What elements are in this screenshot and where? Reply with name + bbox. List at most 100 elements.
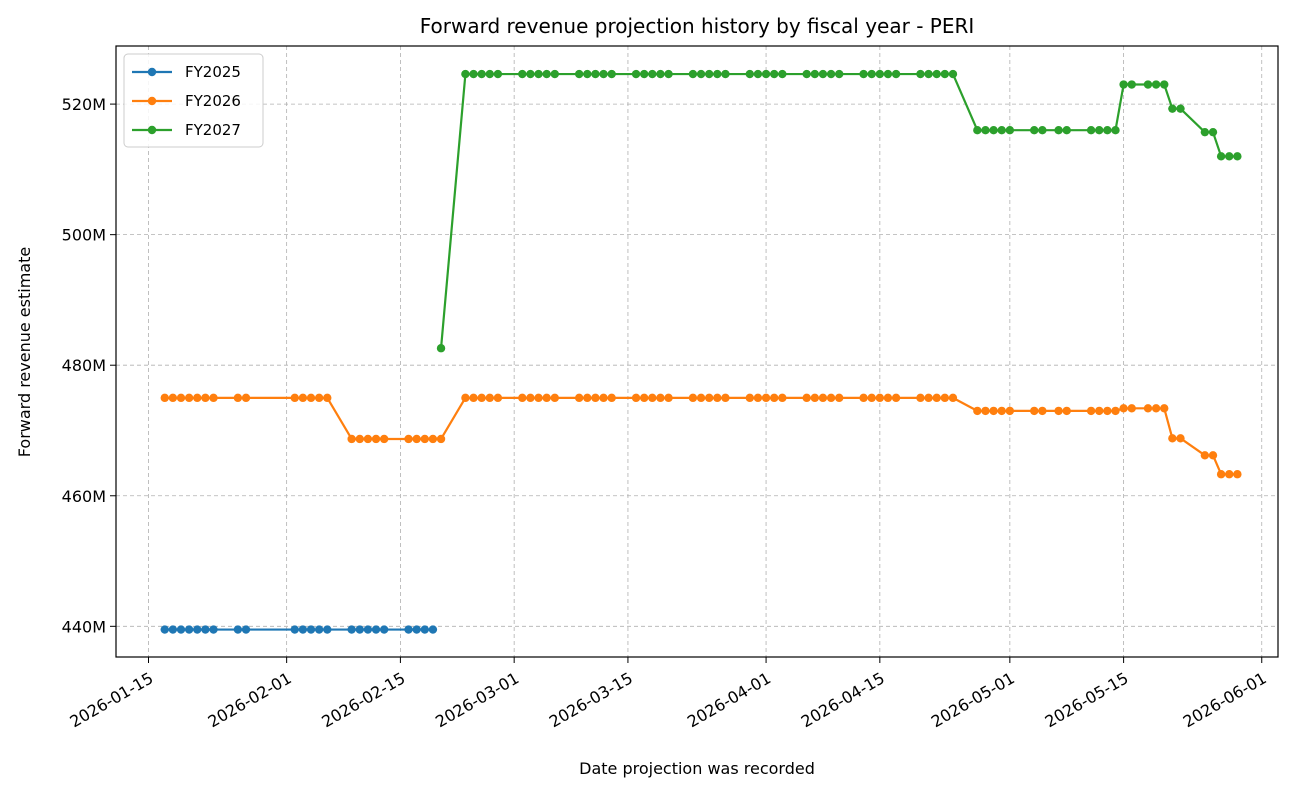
x-tick-label: 2026-03-01 (432, 668, 522, 731)
data-point (753, 69, 763, 79)
data-point (1095, 406, 1104, 416)
data-point (1225, 152, 1234, 161)
data-point (1054, 406, 1063, 416)
legend-marker (147, 67, 157, 77)
data-point (1216, 152, 1226, 161)
data-point (891, 69, 901, 79)
data-point (436, 344, 446, 353)
data-point (1005, 406, 1015, 416)
legend: FY2025 FY2026 FY2027 (123, 53, 264, 148)
data-point (989, 126, 998, 135)
data-point (981, 406, 990, 416)
data-point (290, 625, 299, 634)
data-point (802, 393, 811, 403)
data-point (810, 69, 820, 79)
data-point (371, 434, 381, 444)
data-point (201, 393, 210, 403)
data-point (379, 434, 389, 444)
data-point (412, 434, 421, 444)
data-point (550, 393, 559, 403)
data-point (323, 393, 332, 403)
data-point (932, 69, 941, 79)
data-point (428, 434, 438, 444)
data-point (981, 126, 990, 135)
data-point (485, 393, 494, 403)
data-point (542, 69, 551, 79)
data-point (835, 393, 844, 403)
data-point (461, 393, 470, 403)
data-point (193, 625, 202, 634)
data-point (859, 69, 868, 79)
x-tick-label: 2026-02-15 (318, 668, 408, 731)
x-axis-label: Date projection was recorded (579, 759, 815, 778)
data-point (989, 406, 998, 416)
data-point (542, 393, 551, 403)
data-point (550, 69, 559, 79)
data-point (1151, 404, 1161, 413)
data-point (924, 69, 933, 79)
x-tick-label: 2026-02-01 (205, 668, 295, 731)
y-tick-label: 520M (62, 95, 106, 114)
data-point (526, 393, 535, 403)
data-point (1176, 434, 1185, 443)
data-point (769, 69, 779, 79)
data-point (477, 69, 486, 79)
data-point (875, 393, 885, 403)
data-point (1143, 404, 1153, 413)
data-point (802, 69, 811, 79)
data-point (713, 393, 722, 403)
data-point (526, 69, 535, 79)
legend-label: FY2026 (185, 92, 241, 110)
data-point (769, 393, 779, 403)
series-line (439, 72, 1238, 349)
data-point (583, 393, 592, 403)
data-point (1119, 404, 1128, 413)
legend-label: FY2027 (185, 121, 241, 139)
y-axis: 440M 460M 480M 500M 520M (62, 95, 116, 636)
data-point (664, 69, 673, 79)
data-point (518, 69, 527, 79)
x-tick-label: 2026-06-01 (1180, 668, 1270, 731)
data-point (534, 393, 543, 403)
data-point (160, 393, 169, 403)
data-point (1208, 451, 1218, 460)
data-point (323, 625, 332, 634)
data-point (1038, 406, 1047, 416)
series-fy2025 (160, 625, 438, 634)
data-point (883, 69, 893, 79)
data-point (745, 69, 755, 79)
data-point (1103, 406, 1112, 416)
data-point (932, 393, 941, 403)
y-tick-label: 500M (62, 226, 106, 245)
data-point (599, 393, 608, 403)
data-point (314, 393, 324, 403)
x-tick-label: 2026-05-15 (1042, 668, 1132, 731)
data-point (591, 393, 600, 403)
data-point (1216, 470, 1226, 479)
y-tick-label: 480M (62, 356, 106, 375)
data-point (1127, 404, 1136, 413)
data-point (940, 393, 950, 403)
data-point (1062, 126, 1071, 135)
data-point (1030, 406, 1039, 416)
data-point (193, 393, 202, 403)
x-tick-label: 2026-01-15 (66, 668, 156, 731)
data-point (1119, 80, 1128, 89)
data-point (607, 69, 616, 79)
chart-title: Forward revenue projection history by fi… (420, 14, 975, 38)
data-point (379, 625, 389, 634)
data-point (778, 69, 787, 79)
data-point (1208, 127, 1218, 137)
x-tick-label: 2026-05-01 (928, 668, 1018, 731)
x-tick-label: 2026-04-15 (798, 668, 888, 731)
data-point (1086, 126, 1096, 135)
data-point (298, 625, 308, 634)
data-point (1168, 104, 1177, 113)
data-point (859, 393, 868, 403)
data-point (1160, 80, 1169, 89)
data-point (404, 625, 413, 634)
data-point (1005, 126, 1015, 135)
data-point (639, 69, 649, 79)
data-point (1200, 127, 1210, 137)
data-point (209, 393, 218, 403)
